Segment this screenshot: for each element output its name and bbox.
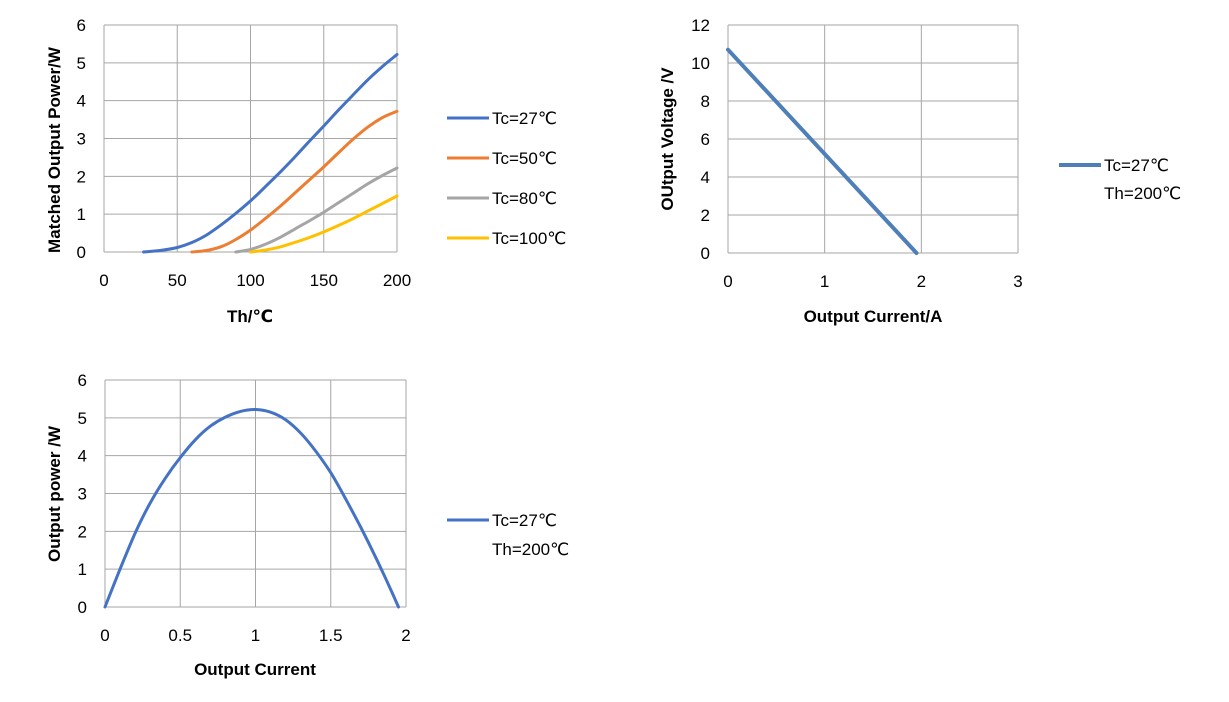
y-tick-label: 0 — [78, 598, 87, 617]
chart-output-power: 0 1 2 3 4 5 6 0 0.5 1 1.5 2 Output Current Output pow… — [45, 371, 569, 679]
legend-label: Tc=27℃ — [492, 109, 557, 128]
y-tick-label: 2 — [701, 206, 710, 225]
y-axis-title: Output power /W — [45, 425, 64, 562]
y-tick-label: 5 — [77, 54, 86, 73]
y-tick-label: 12 — [691, 16, 710, 35]
chart-matched-output-power: 0 1 2 3 4 5 6 0 50 100 150 200 Th/℃ Matched Output Po… — [45, 16, 566, 326]
y-tick-label: 0 — [701, 244, 710, 263]
x-tick-label: 100 — [236, 271, 264, 290]
y-tick-label: 6 — [701, 130, 710, 149]
x-tick-label: 0 — [100, 626, 109, 645]
x-tick-label: 50 — [168, 271, 187, 290]
x-tick-label: 1 — [251, 626, 260, 645]
legend-label-line2: Th=200℃ — [492, 540, 569, 559]
y-tick-label: 3 — [77, 130, 86, 149]
series-line — [726, 47, 919, 255]
x-tick-label: 2 — [401, 626, 410, 645]
series-line — [142, 53, 399, 254]
y-tick-label: 5 — [78, 409, 87, 428]
x-tick-label: 3 — [1013, 272, 1022, 291]
x-tick-label: 1 — [820, 272, 829, 291]
x-tick-label: 0 — [99, 271, 108, 290]
legend-label: Tc=27℃ — [1104, 156, 1169, 175]
x-tick-label: 2 — [917, 272, 926, 291]
legend-label: Tc=50℃ — [492, 149, 557, 168]
y-tick-label: 4 — [701, 168, 710, 187]
legend-label-line2: Th=200℃ — [1104, 184, 1181, 203]
series-line — [103, 407, 400, 609]
legend-label: Tc=80℃ — [492, 189, 557, 208]
legend-label: Tc=100℃ — [492, 229, 566, 248]
x-tick-label: 1.5 — [319, 626, 343, 645]
y-tick-label: 6 — [77, 16, 86, 35]
y-tick-label: 10 — [691, 54, 710, 73]
y-tick-label: 8 — [701, 92, 710, 111]
y-axis-title: OUtput Voltage /V — [658, 67, 677, 211]
x-axis-title: Output Current — [194, 660, 316, 679]
y-tick-label: 3 — [78, 485, 87, 504]
y-axis-title: Matched Output Power/W — [45, 46, 64, 253]
x-tick-label: 0.5 — [168, 626, 192, 645]
series-line — [190, 109, 399, 254]
y-tick-label: 6 — [78, 371, 87, 390]
y-tick-label: 4 — [77, 92, 86, 111]
series-line — [249, 194, 399, 254]
x-tick-label: 0 — [723, 272, 732, 291]
series-line — [234, 166, 399, 254]
y-tick-label: 2 — [78, 522, 87, 541]
y-tick-label: 1 — [77, 205, 86, 224]
x-axis-title: Output Current/A — [804, 307, 943, 326]
x-tick-label: 150 — [310, 271, 338, 290]
x-tick-label: 200 — [383, 271, 411, 290]
legend-label: Tc=27℃ — [492, 511, 557, 530]
y-tick-label: 0 — [77, 243, 86, 262]
y-tick-label: 1 — [78, 560, 87, 579]
y-tick-label: 2 — [77, 167, 86, 186]
y-tick-label: 4 — [78, 447, 87, 466]
x-axis-title: Th/℃ — [227, 307, 273, 326]
